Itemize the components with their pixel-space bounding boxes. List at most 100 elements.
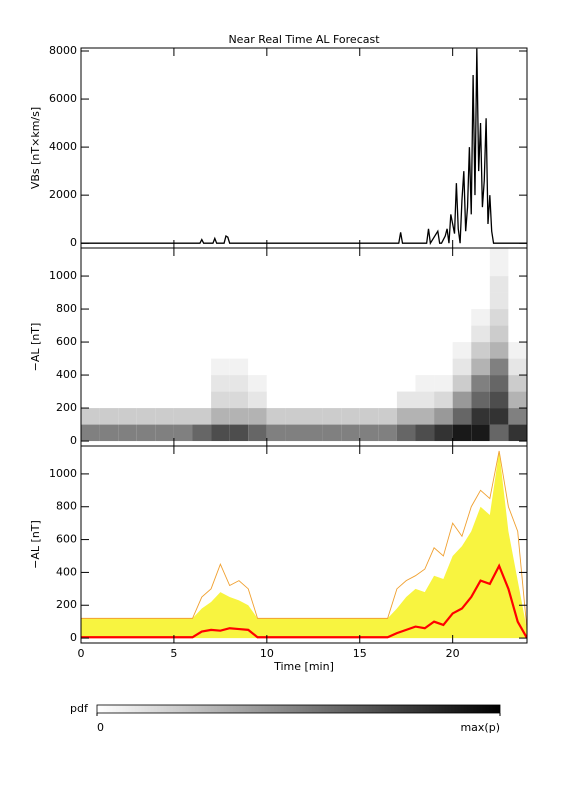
heat-cell [378, 248, 397, 260]
heat-cell [415, 391, 435, 409]
heat-cell [452, 375, 472, 392]
data-line [81, 48, 527, 246]
heat-cell [304, 292, 323, 310]
heat-cell [415, 292, 435, 310]
heat-cell [471, 276, 490, 293]
heat-cell [434, 248, 453, 260]
heat-cell [136, 259, 156, 277]
y-tick-label: 4000 [49, 140, 77, 153]
heat-cell [489, 259, 509, 277]
colorbar-tick-label: max(p) [460, 721, 500, 734]
heat-cell [99, 292, 119, 310]
heat-cell [192, 342, 212, 359]
heat-cell [155, 358, 174, 376]
x-tick-label: 20 [446, 647, 460, 660]
x-tick-label: 0 [78, 647, 85, 660]
heat-cell [155, 259, 174, 277]
heat-cell [229, 292, 249, 310]
heat-cell [415, 325, 435, 343]
heat-cell [508, 358, 527, 376]
heat-cell [471, 259, 490, 277]
x-tick-label: 5 [170, 647, 177, 660]
heat-cell [192, 408, 212, 425]
heat-cell [192, 292, 212, 310]
heat-cell [341, 358, 360, 376]
heat-cell [81, 248, 100, 260]
heat-cell [118, 292, 137, 310]
heat-cell [173, 375, 193, 392]
heat-cell [211, 375, 230, 392]
heat-cell [359, 276, 379, 293]
heat-cell [359, 292, 379, 310]
y-tick-label: 8000 [49, 44, 77, 57]
heat-cell [173, 424, 193, 442]
colorbar-label: pdf [70, 702, 89, 715]
heat-cell [266, 259, 286, 277]
heat-cell [434, 408, 453, 425]
heat-cell [415, 309, 435, 326]
heat-cell [99, 424, 119, 442]
heat-cell [489, 292, 509, 310]
heat-cell [434, 259, 453, 277]
heat-cell [341, 325, 360, 343]
heat-cell [378, 424, 397, 442]
heat-cell [508, 309, 527, 326]
heat-cell [248, 309, 267, 326]
heat-cell [359, 325, 379, 343]
heat-cell [192, 309, 212, 326]
heat-cell [285, 259, 304, 277]
heat-cell [211, 391, 230, 409]
heat-cell [155, 424, 174, 442]
heat-cell [248, 358, 267, 376]
heat-cell [341, 342, 360, 359]
heat-cell [452, 259, 472, 277]
heat-cell [118, 248, 137, 260]
heat-cell [99, 375, 119, 392]
plot-area [81, 450, 527, 639]
heat-cell [508, 375, 527, 392]
heat-cell [285, 309, 304, 326]
heat-cell [508, 248, 527, 260]
heat-cell [508, 325, 527, 343]
heat-cell [99, 325, 119, 343]
data-line [81, 450, 527, 630]
heat-cell [248, 391, 267, 409]
heat-cell [192, 391, 212, 409]
heat-cell [99, 342, 119, 359]
heat-cell [248, 424, 267, 442]
heat-cell [415, 276, 435, 293]
heat-cell [266, 424, 286, 442]
heat-cell [396, 309, 416, 326]
heat-cell [471, 424, 490, 442]
heat-cell [378, 375, 397, 392]
heat-cell [489, 375, 509, 392]
heat-cell [229, 358, 249, 376]
heat-cell [341, 309, 360, 326]
heat-cell [434, 391, 453, 409]
heat-cell [452, 408, 472, 425]
heat-cell [136, 408, 156, 425]
heat-cell [248, 342, 267, 359]
heat-cell [173, 248, 193, 260]
heat-cell [266, 358, 286, 376]
heat-cell [341, 276, 360, 293]
heat-cell [378, 292, 397, 310]
heat-cell [285, 408, 304, 425]
heat-cell [192, 325, 212, 343]
heat-cell [266, 391, 286, 409]
heat-cell [341, 259, 360, 277]
heat-cell [81, 424, 100, 442]
y-tick-label: 1000 [49, 269, 77, 282]
data-line [81, 563, 527, 639]
heat-cell [471, 248, 490, 260]
heat-cell [452, 342, 472, 359]
heat-cell [192, 259, 212, 277]
heat-cell [322, 375, 342, 392]
heat-cell [266, 309, 286, 326]
heat-cell [304, 325, 323, 343]
heat-cell [155, 408, 174, 425]
heat-cell [304, 375, 323, 392]
heat-cell [304, 408, 323, 425]
y-tick-label: 800 [56, 500, 77, 513]
heat-cell [378, 276, 397, 293]
